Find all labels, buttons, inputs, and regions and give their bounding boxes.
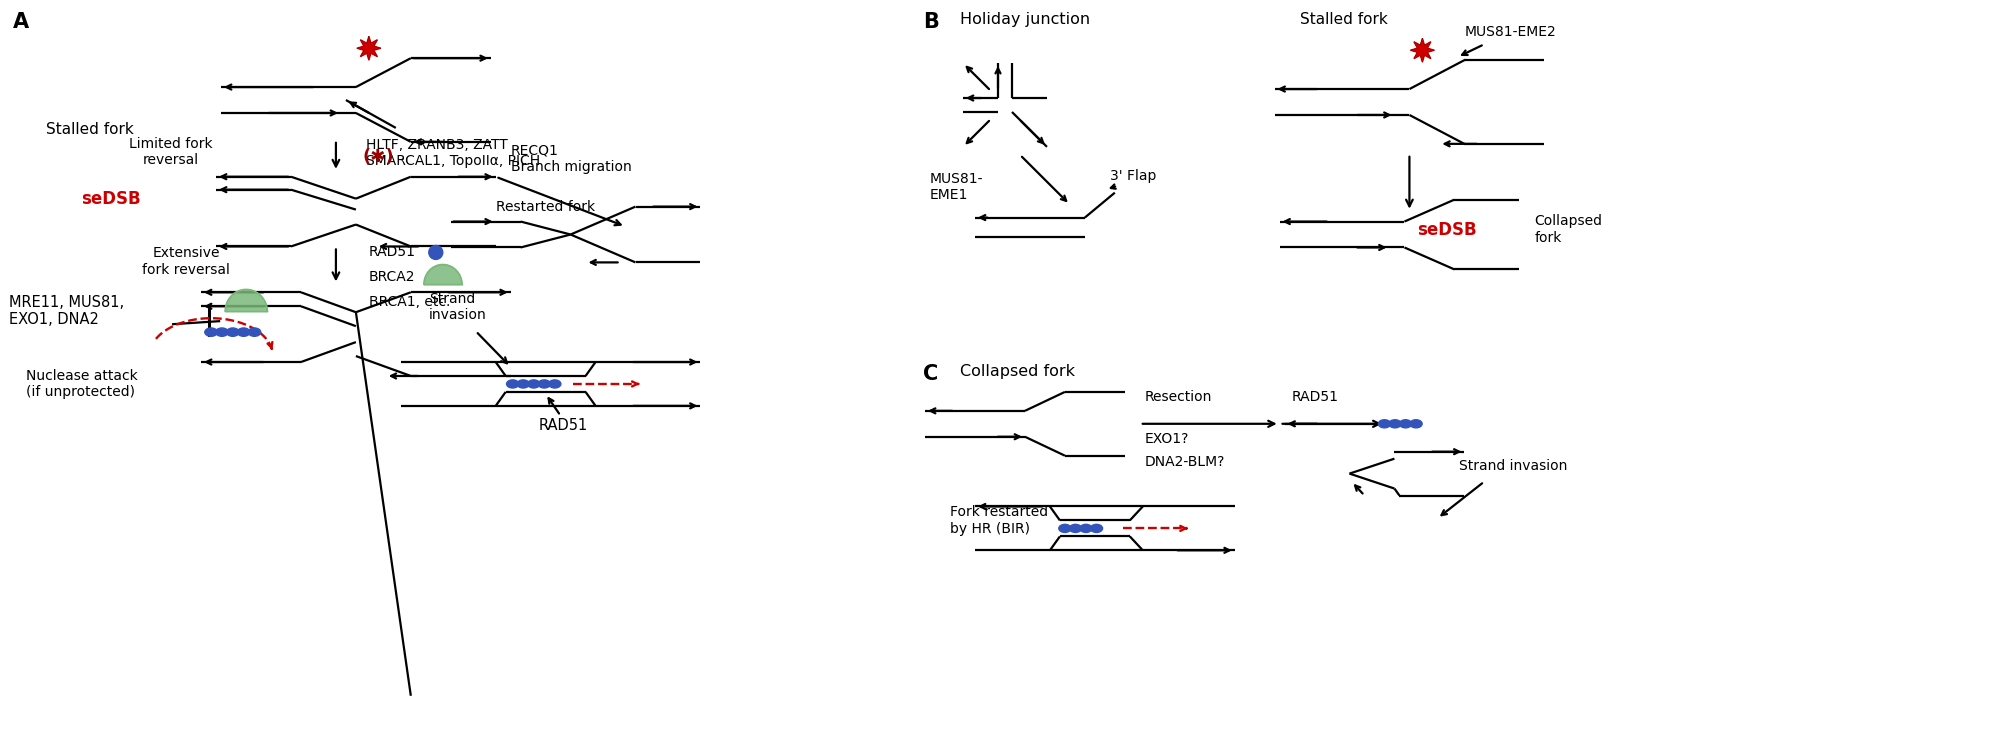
Ellipse shape <box>237 328 249 336</box>
Text: RAD51: RAD51 <box>369 245 416 259</box>
Text: (✱): (✱) <box>363 148 394 166</box>
Text: Limited fork
reversal: Limited fork reversal <box>129 137 213 167</box>
Text: A: A <box>14 13 30 33</box>
Polygon shape <box>357 36 380 60</box>
Text: Extensive
fork reversal: Extensive fork reversal <box>141 246 229 276</box>
Text: RAD51: RAD51 <box>538 418 588 433</box>
Text: Fork restarted
by HR (BIR): Fork restarted by HR (BIR) <box>950 505 1048 536</box>
Ellipse shape <box>1090 525 1104 533</box>
Text: C: C <box>922 364 938 384</box>
Text: seDSB: seDSB <box>82 190 141 208</box>
Ellipse shape <box>227 328 239 336</box>
Text: Strand
invasion: Strand invasion <box>428 292 486 322</box>
Ellipse shape <box>506 380 518 388</box>
Text: RECQ1
Branch migration: RECQ1 Branch migration <box>510 143 631 174</box>
Ellipse shape <box>1060 525 1072 533</box>
Ellipse shape <box>538 380 550 388</box>
Ellipse shape <box>528 380 540 388</box>
Ellipse shape <box>1378 420 1390 428</box>
Ellipse shape <box>428 245 442 259</box>
Text: RAD51: RAD51 <box>1291 390 1339 404</box>
Polygon shape <box>1410 38 1434 62</box>
Text: MRE11, MUS81,
EXO1, DNA2: MRE11, MUS81, EXO1, DNA2 <box>10 295 125 327</box>
Text: Nuclease attack
(if unprotected): Nuclease attack (if unprotected) <box>26 369 137 399</box>
Text: Stalled fork: Stalled fork <box>1299 13 1386 27</box>
Text: seDSB: seDSB <box>1418 220 1476 239</box>
Text: Strand invasion: Strand invasion <box>1460 459 1568 473</box>
Ellipse shape <box>215 328 229 336</box>
Ellipse shape <box>1388 420 1400 428</box>
Ellipse shape <box>205 328 217 336</box>
Text: 3' Flap: 3' Flap <box>1110 168 1155 183</box>
Text: BRCA1, etc.: BRCA1, etc. <box>369 296 450 309</box>
Text: BRCA2: BRCA2 <box>369 270 416 285</box>
Ellipse shape <box>1070 525 1082 533</box>
Text: MUS81-EME2: MUS81-EME2 <box>1464 25 1556 39</box>
Ellipse shape <box>1410 420 1422 428</box>
Text: Collapsed
fork: Collapsed fork <box>1534 214 1602 245</box>
Text: DNA2-BLM?: DNA2-BLM? <box>1145 454 1225 469</box>
Ellipse shape <box>548 380 562 388</box>
Text: Stalled fork: Stalled fork <box>46 123 133 137</box>
Text: EXO1?: EXO1? <box>1145 432 1189 446</box>
Text: HLTF, ZRANB3, ZATT
SMARCAL1, TopoIIα, PICH: HLTF, ZRANB3, ZATT SMARCAL1, TopoIIα, PI… <box>367 137 540 168</box>
Ellipse shape <box>249 328 261 336</box>
Text: Holiday junction: Holiday junction <box>960 13 1090 27</box>
Text: MUS81-
EME1: MUS81- EME1 <box>930 171 984 202</box>
Text: Restarted fork: Restarted fork <box>496 200 596 214</box>
Text: Resection: Resection <box>1145 390 1213 404</box>
Text: Collapsed fork: Collapsed fork <box>960 364 1076 379</box>
Ellipse shape <box>1080 525 1092 533</box>
Ellipse shape <box>518 380 530 388</box>
Text: B: B <box>922 13 938 33</box>
Ellipse shape <box>1400 420 1412 428</box>
